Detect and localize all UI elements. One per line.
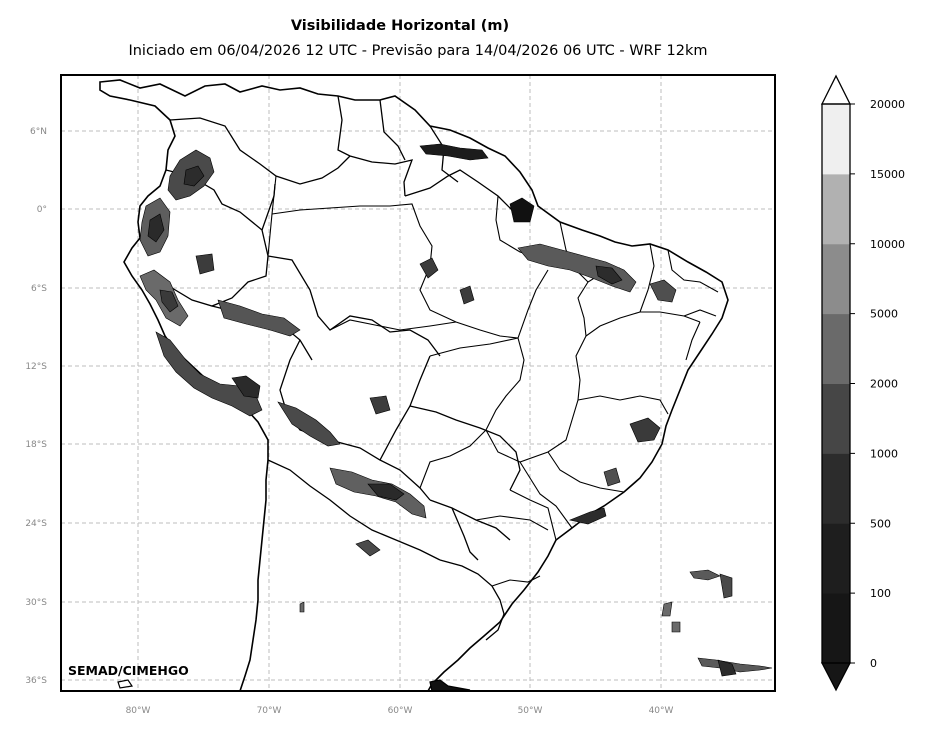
colorbar-segment	[822, 453, 850, 524]
lon-label: 80°W	[126, 706, 151, 716]
colorbar-segment	[822, 104, 850, 175]
map-title: Visibilidade Horizontal (m)	[290, 18, 510, 34]
lat-label: 6°S	[31, 284, 47, 294]
colorbar-tick-label: 100	[870, 587, 891, 600]
lat-label: 12°S	[25, 362, 47, 372]
lon-label: 70°W	[257, 706, 282, 716]
map-subtitle: Iniciado em 06/04/2026 12 UTC - Previsão…	[128, 43, 708, 59]
colorbar-max-arrow	[820, 74, 852, 105]
colorbar-segments	[822, 104, 850, 664]
colorbar-tick-label: 1000	[870, 447, 898, 460]
colorbar-segment	[822, 383, 850, 454]
latitude-labels: 6°N 0° 6°S 12°S 18°S 24°S 30°S 36°S	[25, 127, 47, 686]
gridlines	[61, 75, 775, 691]
country-borders	[157, 95, 521, 641]
colorbar-segment	[822, 313, 850, 384]
lon-label: 60°W	[388, 706, 413, 716]
credit-label: SEMAD/CIMEHGO	[68, 663, 189, 678]
colorbar-tick-label: 20000	[870, 98, 905, 111]
lat-label: 24°S	[25, 519, 47, 529]
colorbar: 0 100 500 1000 2000 5000 10000 15000 20000	[820, 74, 905, 692]
colorbar-tick-label: 2000	[870, 378, 898, 391]
colorbar-tick-label: 15000	[870, 168, 905, 181]
lon-label: 40°W	[649, 706, 674, 716]
lat-label: 6°N	[30, 127, 47, 137]
colorbar-segment	[822, 173, 850, 245]
map-frame	[60, 74, 776, 692]
lon-label: 50°W	[518, 706, 543, 716]
colorbar-ticks: 0 100 500 1000 2000 5000 10000 15000 20000	[850, 98, 905, 670]
map-layers	[99, 79, 773, 691]
islands	[117, 679, 471, 691]
colorbar-tick-label: 10000	[870, 238, 905, 251]
colorbar-min-arrow	[820, 662, 852, 692]
longitude-labels: 80°W 70°W 60°W 50°W 40°W	[126, 706, 674, 716]
visibility-contours	[139, 143, 773, 677]
state-borders	[267, 175, 719, 587]
colorbar-segment	[822, 243, 850, 315]
lat-label: 30°S	[25, 598, 47, 608]
colorbar-tick-label: 500	[870, 517, 891, 530]
colorbar-segment	[822, 593, 850, 664]
lat-label: 0°	[37, 205, 47, 215]
lat-label: 36°S	[25, 676, 47, 686]
colorbar-segment	[822, 523, 850, 594]
colorbar-tick-label: 0	[870, 657, 877, 670]
colorbar-tick-label: 5000	[870, 308, 898, 321]
lat-label: 18°S	[25, 440, 47, 450]
